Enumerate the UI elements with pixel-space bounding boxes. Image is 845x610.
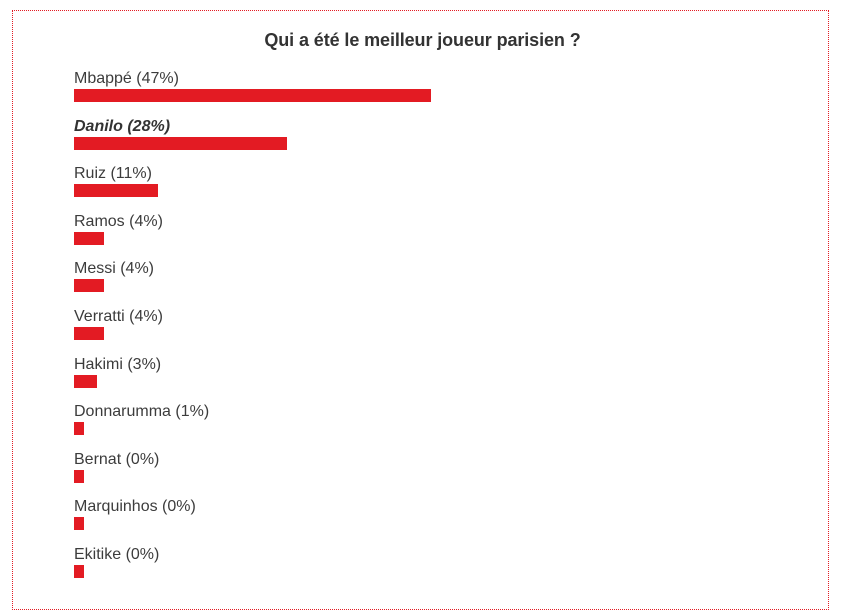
poll-option-bernat: Bernat (0%): [74, 450, 774, 498]
poll-bar-track: [74, 469, 834, 483]
poll-option-label: Hakimi (3%): [74, 355, 162, 373]
poll-option-messi: Messi (4%): [74, 259, 774, 307]
poll-option-ramos: Ramos (4%): [74, 212, 774, 260]
poll-option-verratti: Verratti (4%): [74, 307, 774, 355]
poll-bar-track: [74, 231, 834, 245]
poll-bar-track: [74, 422, 834, 436]
poll-option-label: Marquinhos (0%): [74, 498, 196, 516]
poll-option-hakimi: Hakimi (3%): [74, 355, 774, 403]
poll-bar-track: [74, 564, 834, 578]
poll-bar-track: [74, 184, 834, 198]
poll-option-label: Verratti (4%): [74, 307, 163, 325]
poll-option-label: Danilo (28%): [74, 117, 171, 135]
poll-bar-track: [74, 374, 834, 388]
poll-option-label: Ruiz (11%): [74, 165, 152, 183]
poll-bar: [74, 469, 84, 483]
poll-bar: [74, 374, 97, 388]
poll-title: Qui a été le meilleur joueur parisien ?: [264, 30, 581, 50]
poll-option-label: Donnarumma (1%): [74, 403, 210, 421]
poll-option-danilo: Danilo (28%): [74, 117, 774, 165]
poll-bar: [74, 89, 432, 102]
poll-bar-track: [74, 279, 834, 293]
poll-option-label: Ekitike (0%): [74, 545, 160, 563]
poll-bar: [74, 517, 84, 531]
poll-results-list: Mbappé (47%) Danilo (28%) Ruiz (11%) Ramos …: [74, 69, 774, 593]
poll-bar-track: [74, 89, 834, 102]
poll-bar: [74, 422, 84, 436]
poll-bar: [74, 564, 84, 578]
poll-option-donnarumma: Donnarumma (1%): [74, 402, 774, 450]
poll-option-label: Mbappé (47%): [74, 70, 179, 87]
poll-option-mbapp-: Mbappé (47%): [74, 69, 774, 117]
poll-option-marquinhos: Marquinhos (0%): [74, 497, 774, 545]
poll-bar: [74, 279, 105, 293]
poll-option-ruiz: Ruiz (11%): [74, 164, 774, 212]
poll-option-label: Messi (4%): [74, 260, 155, 278]
poll-bar-track: [74, 517, 834, 531]
poll-option-ekitike: Ekitike (0%): [74, 545, 774, 593]
poll-bar: [74, 136, 287, 150]
poll-bar: [74, 231, 105, 245]
poll-bar: [74, 326, 105, 340]
poll-bar: [74, 184, 158, 198]
poll-bar-track: [74, 326, 834, 340]
poll-bar-track: [74, 136, 834, 150]
poll-option-label: Bernat (0%): [74, 450, 160, 468]
poll-option-label: Ramos (4%): [74, 212, 163, 230]
